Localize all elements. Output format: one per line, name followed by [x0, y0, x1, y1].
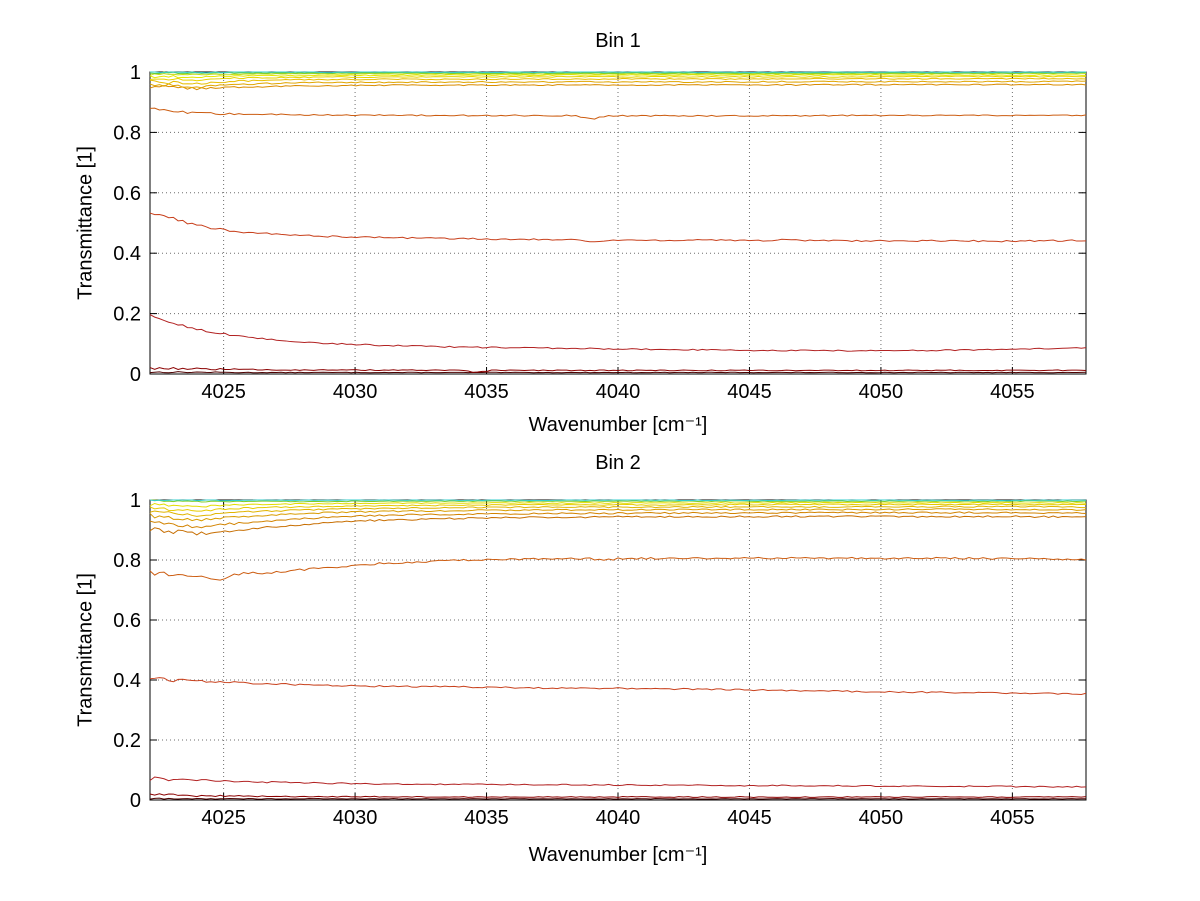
series-b2-s03 — [149, 776, 1087, 788]
series-b2-s07 — [149, 511, 1087, 529]
series-group — [149, 71, 1087, 374]
series-b2-s11 — [149, 501, 1087, 508]
series-b2-s13 — [149, 499, 1087, 502]
x-tick-label: 4030 — [333, 381, 378, 403]
x-tick-label: 4035 — [464, 807, 509, 829]
x-tick-label: 4025 — [201, 381, 246, 403]
series-b1-s13 — [150, 71, 1087, 74]
series-b2-s04 — [149, 677, 1087, 695]
series-b2-s06 — [149, 515, 1087, 536]
series-b1-s05 — [149, 107, 1087, 120]
series-b2-s05 — [149, 556, 1087, 581]
x-tick-label: 4045 — [727, 807, 772, 829]
x-tick-label: 4055 — [990, 381, 1035, 403]
series-b1-s07 — [149, 80, 1087, 89]
y-tick-label: 0.4 — [113, 670, 141, 692]
series-b2-s08 — [149, 508, 1087, 522]
series-b2-s02 — [149, 793, 1087, 798]
y-tick-label: 0.6 — [113, 183, 141, 205]
series-b1-s01 — [149, 371, 1087, 374]
x-tick-label: 4045 — [727, 381, 772, 403]
x-tick-label: 4050 — [859, 807, 904, 829]
series-b1-s03 — [149, 314, 1087, 352]
y-tick-label: 0.2 — [113, 730, 141, 752]
series-b2-s12 — [149, 499, 1087, 503]
series-b1-s11 — [149, 72, 1087, 76]
plot1-y-axis-label: Transmittance [1] — [74, 146, 97, 300]
y-tick-label: 0.2 — [113, 304, 141, 326]
x-tick-label: 4025 — [201, 807, 246, 829]
y-tick-label: 1 — [130, 62, 141, 84]
x-tick-label: 4055 — [990, 807, 1035, 829]
x-tick-label: 4030 — [333, 807, 378, 829]
plot2-x-axis-label: Wavenumber [cm⁻¹] — [528, 844, 708, 866]
plot2-title: Bin 2 — [595, 452, 641, 474]
series-b1-s02 — [149, 367, 1087, 373]
x-tick-label: 4040 — [596, 381, 641, 403]
y-tick-label: 0.4 — [113, 243, 141, 265]
y-tick-label: 0 — [130, 364, 141, 386]
y-tick-label: 0.8 — [113, 550, 141, 572]
x-tick-label: 4050 — [859, 381, 904, 403]
series-b2-s10 — [149, 503, 1087, 512]
y-tick-label: 0.8 — [113, 122, 141, 144]
y-tick-label: 0.6 — [113, 610, 141, 632]
x-tick-label: 4040 — [596, 807, 641, 829]
series-b2-s01 — [149, 797, 1087, 800]
series-b1-s06 — [149, 83, 1087, 91]
series-b1-s04 — [149, 212, 1087, 243]
plot2-y-axis-label: Transmittance [1] — [74, 573, 97, 727]
plot1-x-axis-label: Wavenumber [cm⁻¹] — [528, 414, 708, 436]
series-b1-s12 — [149, 71, 1087, 75]
plot1-title: Bin 1 — [595, 30, 641, 52]
y-tick-label: 1 — [130, 490, 141, 512]
axes-plot-1: 4025 4030 4035 4040 4045 4050 4055 0 0.2 0.4 0.6 0.… — [113, 62, 1087, 403]
series-group — [149, 499, 1087, 800]
x-tick-label: 4035 — [464, 381, 509, 403]
series-b1-s10 — [149, 74, 1086, 79]
series-b1-s08 — [149, 77, 1087, 85]
series-b2-s09 — [149, 505, 1087, 517]
series-b1-s09 — [149, 75, 1087, 82]
y-tick-label: 0 — [130, 790, 141, 812]
axes-plot-2: 4025 4030 4035 4040 4045 4050 4055 0 0.2 0.4 0.6 0.… — [113, 490, 1087, 829]
